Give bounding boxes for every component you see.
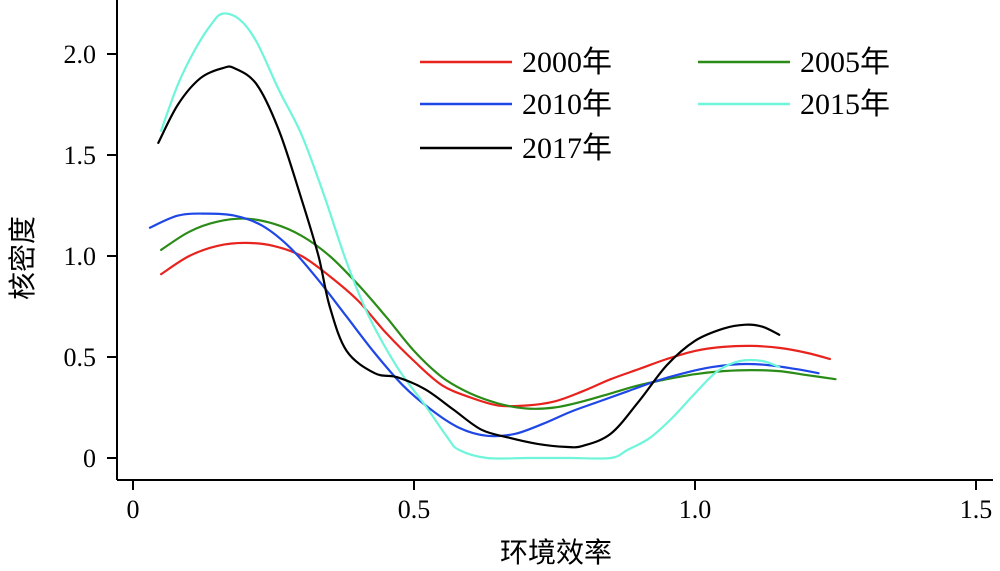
y-tick-label: 0 bbox=[83, 444, 96, 473]
legend-label: 2017年 bbox=[522, 132, 612, 165]
legend: 2000年 2005年 2010年 2015年 2017年 bbox=[420, 46, 890, 165]
legend-label: 2010年 bbox=[522, 88, 612, 121]
y-axis-title: 核密度 bbox=[6, 216, 39, 300]
x-tick-label: 1.0 bbox=[679, 495, 712, 524]
x-tick-label: 0 bbox=[127, 495, 140, 524]
x-tick-label: 1.5 bbox=[960, 495, 993, 524]
series-line-2 bbox=[160, 217, 837, 410]
y-tick-label: 1.5 bbox=[64, 141, 97, 170]
series-line-4 bbox=[160, 12, 781, 460]
legend-label: 2015年 bbox=[800, 88, 890, 121]
x-axis-title: 环境效率 bbox=[500, 536, 612, 569]
legend-label: 2005年 bbox=[800, 46, 890, 79]
axes bbox=[116, 0, 993, 481]
series-line-1 bbox=[160, 241, 831, 408]
series-line-5 bbox=[157, 65, 781, 449]
y-tick-label: 1.0 bbox=[64, 242, 97, 271]
x-tick-label: 0.5 bbox=[398, 495, 431, 524]
y-tick-label: 2.0 bbox=[64, 40, 97, 69]
plot-area bbox=[148, 12, 837, 460]
ticks: 0 0.5 1.0 1.5 0 0.5 1.0 1.5 2.0 bbox=[64, 40, 993, 524]
legend-label: 2000年 bbox=[522, 46, 612, 79]
series-line-3 bbox=[148, 212, 820, 438]
y-tick-label: 0.5 bbox=[64, 343, 97, 372]
